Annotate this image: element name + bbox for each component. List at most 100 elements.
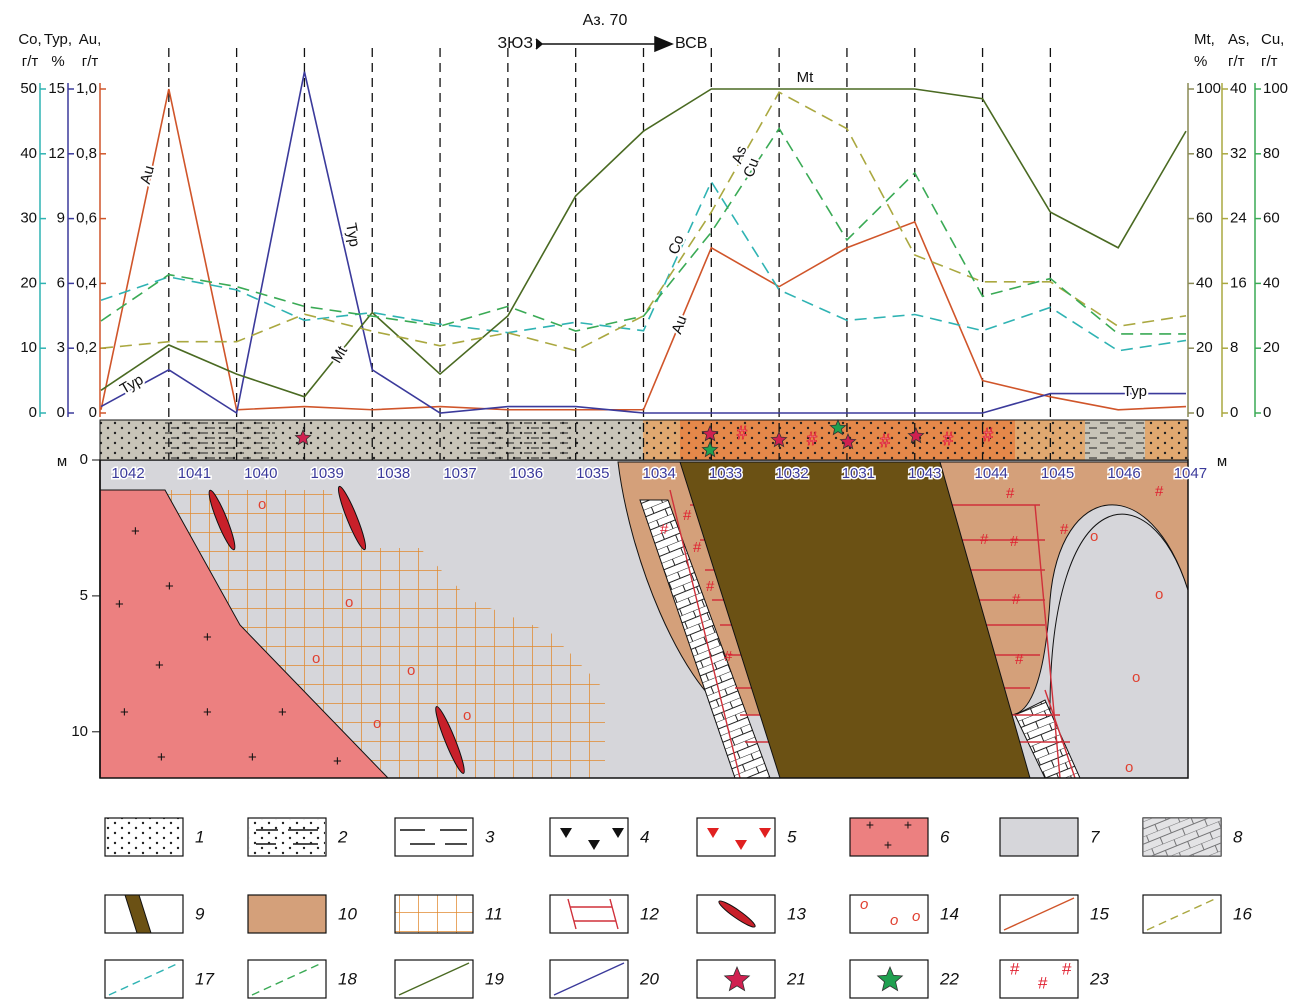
svg-text:o: o xyxy=(1132,669,1140,686)
axis-unit: г/т xyxy=(22,53,39,70)
legend-label: 1 xyxy=(195,827,204,846)
y-tick-label: 40 xyxy=(1196,274,1213,291)
y-tick-label: 12 xyxy=(48,145,65,162)
legend-label: 18 xyxy=(338,969,357,988)
legend-item: # # #23 xyxy=(1000,959,1109,998)
axis-name: Co, xyxy=(18,31,41,48)
legend-item: 13 xyxy=(697,895,806,933)
axis-unit: г/т xyxy=(1261,53,1278,70)
legend-label: 21 xyxy=(786,969,806,988)
legend-plus: + xyxy=(884,837,892,853)
legend-hash: # xyxy=(1010,959,1020,978)
legend-box xyxy=(395,895,473,933)
legend-box xyxy=(248,895,326,933)
series-label: Тур xyxy=(342,222,363,249)
svg-text:o: o xyxy=(1090,528,1098,545)
y-tick-label: 8 xyxy=(1230,339,1238,356)
legend-item: 22 xyxy=(850,960,959,998)
svg-text:+: + xyxy=(278,704,287,721)
y-tick-label: 16 xyxy=(1230,274,1247,291)
legend-plus: + xyxy=(866,817,874,833)
figure: oooooooooo ############ +++++++++++ ЗЮЗА… xyxy=(0,0,1290,999)
legend-item: 3 xyxy=(395,818,495,856)
legend-label: 6 xyxy=(940,827,950,846)
legend-item: 9 xyxy=(105,895,205,933)
series-line xyxy=(101,72,1186,413)
svg-text:+: + xyxy=(115,596,124,613)
legend-label: 17 xyxy=(195,969,214,988)
y-tick-label: 0,4 xyxy=(76,274,97,291)
y-tick-label: 32 xyxy=(1230,145,1247,162)
y-tick-label: 0 xyxy=(29,404,37,421)
legend-item: 18 xyxy=(248,960,357,998)
y-tick-label: 0 xyxy=(1230,404,1238,421)
svg-text:#: # xyxy=(724,648,733,665)
legend-fill xyxy=(249,819,325,855)
depth-unit: м xyxy=(57,453,67,470)
axis-name: Тур, xyxy=(44,31,72,48)
svg-text:+: + xyxy=(131,523,140,540)
legend-item: 21 xyxy=(697,960,806,998)
depth-unit: м xyxy=(1217,453,1227,470)
legend-label: 20 xyxy=(639,969,659,988)
legend-label: 5 xyxy=(787,827,797,846)
series-label: Mt xyxy=(797,69,814,86)
depth-tick-label: 0 xyxy=(80,451,88,468)
legend-label: 13 xyxy=(787,904,806,923)
legend-box xyxy=(550,895,628,933)
legend-label: 19 xyxy=(485,969,504,988)
y-tick-label: 20 xyxy=(20,274,37,291)
legend-item: 5 xyxy=(697,818,797,856)
legend-box xyxy=(105,818,183,856)
legend-label: 10 xyxy=(338,904,357,923)
svg-text:o: o xyxy=(312,650,320,667)
legend-o: o xyxy=(890,912,898,929)
legend-box xyxy=(1143,895,1221,933)
legend-label: 23 xyxy=(1089,969,1109,988)
legend-label: 2 xyxy=(337,827,348,846)
series-label: Тур xyxy=(1123,383,1147,400)
svg-text:#: # xyxy=(1060,521,1069,538)
y-tick-label: 60 xyxy=(1263,210,1280,227)
y-tick-label: 50 xyxy=(20,80,37,97)
legend-item: 19 xyxy=(395,960,504,998)
axis-name: Mt, xyxy=(1194,31,1215,48)
legend-box xyxy=(105,960,183,998)
sample-label: 1038 xyxy=(377,465,410,482)
legend-item: 4 xyxy=(550,818,649,856)
legend-item: 7 xyxy=(1000,818,1100,856)
legend-item: ooo14 xyxy=(850,895,959,933)
legend-item: 1 xyxy=(105,818,204,856)
direction-azimuth: Аз. 70 xyxy=(583,12,628,29)
sample-label: 1045 xyxy=(1041,465,1074,482)
legend-item: 20 xyxy=(550,960,659,998)
legend-label: 8 xyxy=(1233,827,1243,846)
sample-label: 1044 xyxy=(975,465,1008,482)
sample-label: 1032 xyxy=(775,465,808,482)
svg-text:o: o xyxy=(258,496,266,513)
series-label: Тур xyxy=(117,371,146,398)
y-tick-label: 20 xyxy=(1196,339,1213,356)
svg-text:#: # xyxy=(706,578,715,595)
y-tick-label: 40 xyxy=(1263,274,1280,291)
legend-item: 10 xyxy=(248,895,357,933)
legend-label: 14 xyxy=(940,904,959,923)
y-tick-label: 0 xyxy=(89,404,97,421)
depth-tick-label: 5 xyxy=(80,587,88,604)
sample-label: 1046 xyxy=(1107,465,1140,482)
sample-label: 1033 xyxy=(709,465,742,482)
svg-text:#: # xyxy=(693,539,702,556)
legend-box xyxy=(550,818,628,856)
svg-text:o: o xyxy=(373,715,381,732)
y-tick-label: 0 xyxy=(1196,404,1204,421)
legend-hash: # xyxy=(1038,973,1048,992)
strip-hash: # xyxy=(807,429,817,449)
legend-item: 17 xyxy=(105,960,214,998)
legend-label: 9 xyxy=(195,904,205,923)
legend-hash: # xyxy=(1062,959,1072,978)
legend-o: o xyxy=(860,896,868,913)
y-tick-label: 100 xyxy=(1263,80,1288,97)
legend-item: 11 xyxy=(395,895,503,933)
axis-unit: % xyxy=(1194,53,1207,70)
svg-text:+: + xyxy=(248,749,257,766)
